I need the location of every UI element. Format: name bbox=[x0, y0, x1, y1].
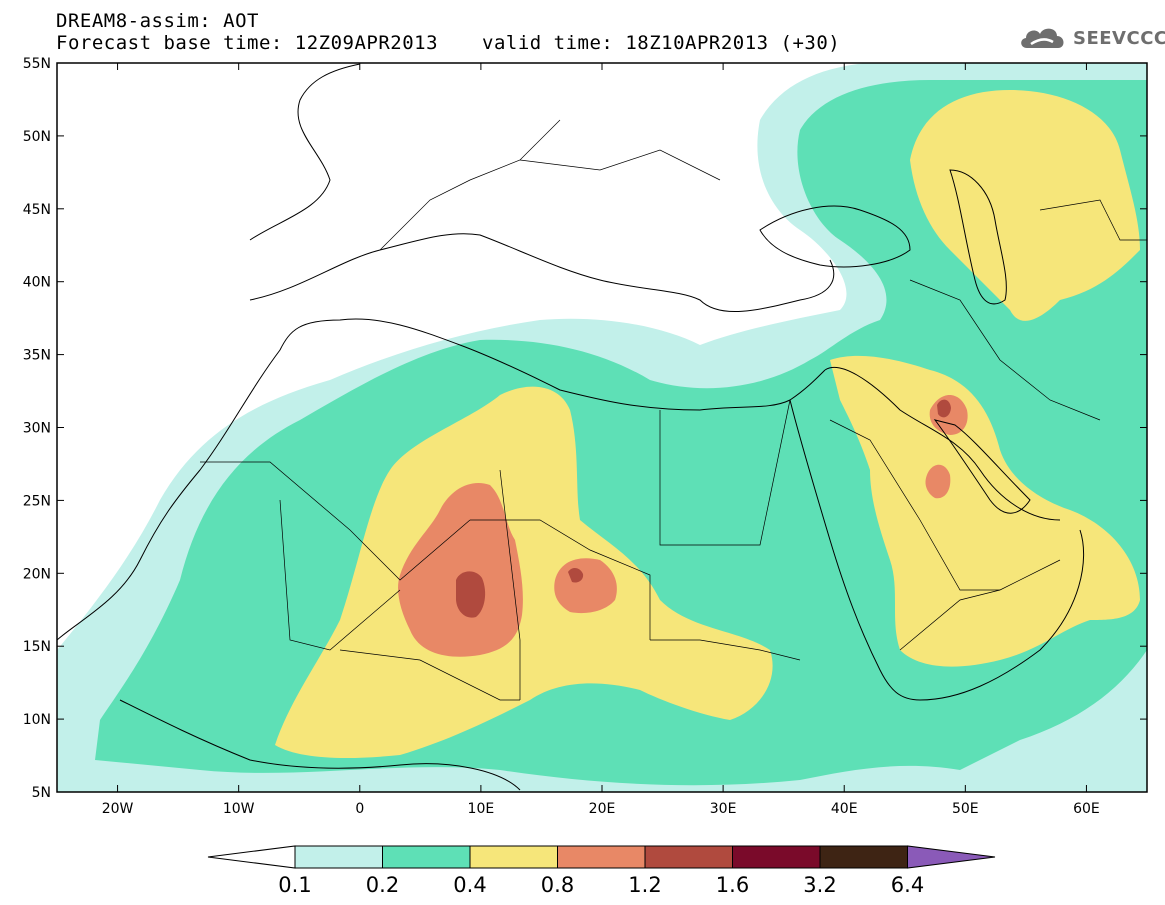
coast-red-sea bbox=[789, 399, 1085, 701]
border-kazakh bbox=[1039, 199, 1147, 241]
border-sudan bbox=[650, 639, 801, 661]
coast-gulf-of-guinea bbox=[119, 699, 521, 791]
border-algeria bbox=[200, 461, 471, 581]
colorbar-label: 0.1 bbox=[278, 873, 311, 897]
latitude-axis: 55N 50N 45N 40N 35N 30N 25N 20N 15N 10N 5N bbox=[23, 56, 1147, 801]
colorbar-segment bbox=[469, 845, 558, 869]
lat-label: 15N bbox=[23, 639, 51, 655]
lat-label: 45N bbox=[23, 202, 51, 218]
coast-europe-west bbox=[249, 63, 361, 241]
colorbar-segment bbox=[644, 845, 733, 869]
coast-arabia-east bbox=[824, 366, 1061, 521]
colorbar-low-arrow bbox=[207, 845, 296, 869]
border-nigeria bbox=[339, 649, 520, 701]
colorbar-segment bbox=[819, 845, 908, 869]
lon-label: 40E bbox=[831, 801, 858, 817]
lon-label: 60E bbox=[1073, 801, 1100, 817]
coast-north-africa bbox=[459, 344, 826, 411]
border-iran bbox=[909, 279, 1101, 421]
valid-time-label: valid time: 18Z10APR2013 (+30) bbox=[482, 32, 841, 54]
colorbar-label: 3.2 bbox=[803, 873, 836, 897]
coastlines bbox=[57, 63, 1085, 791]
coast-black-sea bbox=[759, 205, 911, 268]
lat-label: 40N bbox=[23, 275, 51, 291]
colorbar-segment bbox=[294, 845, 383, 869]
base-time-label: Forecast base time: 12Z09APR2013 bbox=[56, 32, 439, 54]
lon-label: 10E bbox=[468, 801, 495, 817]
colorbar-label: 0.4 bbox=[453, 873, 486, 897]
border-chad bbox=[499, 469, 521, 700]
lat-label: 30N bbox=[23, 421, 51, 437]
lon-label: 0 bbox=[355, 801, 364, 817]
border-libya bbox=[470, 519, 651, 640]
country-borders bbox=[200, 119, 1147, 701]
lat-label: 35N bbox=[23, 348, 51, 364]
border-yemen bbox=[899, 559, 1061, 651]
lon-label: 20W bbox=[102, 801, 134, 817]
colorbar-segment bbox=[732, 845, 821, 869]
coast-west-africa bbox=[57, 318, 461, 641]
aot-contour-0.8-a bbox=[398, 482, 523, 657]
aot-contour-0.4-arabia bbox=[830, 355, 1140, 667]
border-saudi bbox=[829, 419, 1000, 591]
coast-caspian bbox=[949, 169, 1007, 305]
lon-label: 20E bbox=[589, 801, 616, 817]
coast-persian-gulf bbox=[933, 419, 1031, 514]
border-egypt bbox=[659, 399, 791, 546]
aot-contour-0.4-sahara bbox=[275, 386, 773, 758]
lon-label: 30E bbox=[710, 801, 737, 817]
aot-contour-0.8-d bbox=[925, 464, 951, 499]
time-info-row: Forecast base time: 12Z09APR2013 valid ti… bbox=[56, 32, 840, 54]
lat-label: 55N bbox=[23, 56, 51, 72]
seevccc-logo: SEEVCCC bbox=[1017, 22, 1165, 54]
lat-label: 10N bbox=[23, 712, 51, 728]
aot-contour-1.2-b bbox=[568, 568, 584, 583]
coast-europe-south bbox=[249, 233, 835, 312]
lat-label: 20N bbox=[23, 566, 51, 582]
colorbar-segment bbox=[557, 845, 646, 869]
cloud-icon bbox=[1021, 28, 1064, 48]
map-title: DREAM8-assim: AOT bbox=[56, 10, 259, 32]
lon-label: 50E bbox=[952, 801, 979, 817]
aot-contour-0.4-caspian bbox=[910, 90, 1140, 321]
lat-label: 5N bbox=[32, 785, 51, 801]
colorbar-label: 0.8 bbox=[541, 873, 574, 897]
colorbar: 0.1 0.2 0.4 0.8 1.2 1.6 3.2 6.4 bbox=[207, 845, 996, 897]
lat-label: 25N bbox=[23, 493, 51, 509]
map-frame-group: 55N 50N 45N 40N 35N 30N 25N 20N 15N 10N 5N 20W 10W 0… bbox=[23, 56, 1148, 817]
aot-contour-1.2-a bbox=[456, 571, 486, 618]
lat-label: 50N bbox=[23, 129, 51, 145]
lon-label: 10W bbox=[223, 801, 255, 817]
longitude-axis: 20W 10W 0 10E 20E 30E 40E 50E 60E bbox=[102, 63, 1100, 817]
border-europe-b bbox=[519, 149, 721, 181]
aot-contour-1.2-c bbox=[937, 399, 951, 418]
colorbar-label: 6.4 bbox=[891, 873, 924, 897]
logo-text: SEEVCCC bbox=[1073, 27, 1165, 49]
colorbar-segment bbox=[382, 845, 471, 869]
border-europe-a bbox=[379, 119, 561, 251]
colorbar-label: 1.2 bbox=[628, 873, 661, 897]
colorbar-label: 1.6 bbox=[716, 873, 749, 897]
colorbar-high-arrow bbox=[907, 845, 996, 869]
aot-contour-0.8-b bbox=[554, 558, 617, 614]
border-mali-niger bbox=[279, 499, 401, 651]
colorbar-label: 0.2 bbox=[366, 873, 399, 897]
aot-field bbox=[57, 63, 1147, 792]
